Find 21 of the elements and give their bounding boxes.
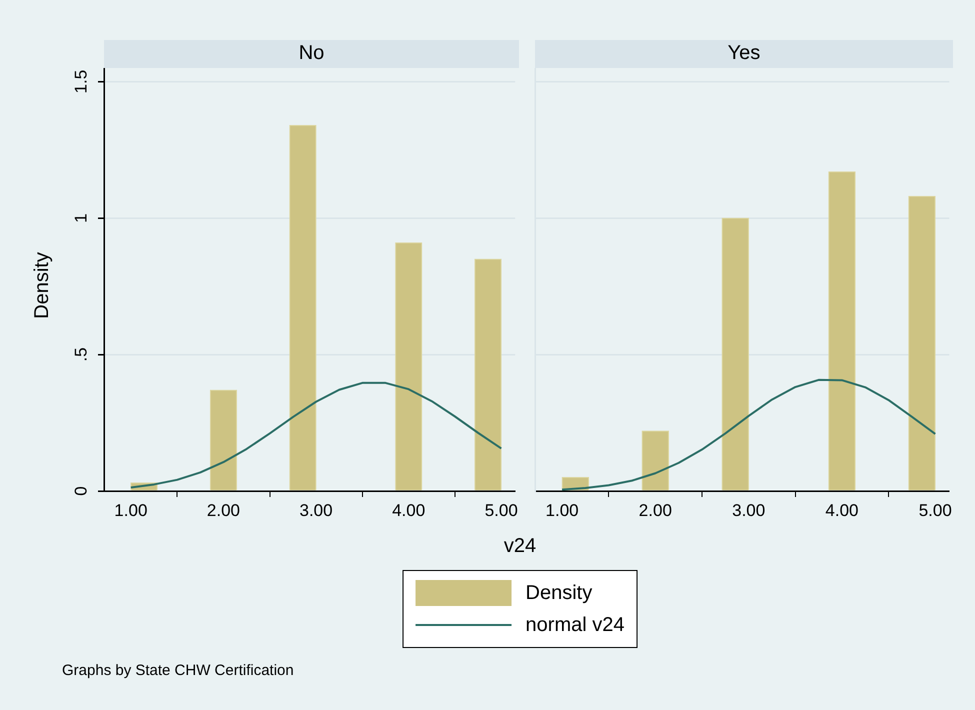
legend-label: Density (526, 582, 592, 604)
y-axis-title: Density (30, 252, 54, 318)
y-tick-label: 0 (72, 486, 91, 496)
x-tick-label: 2.00 (206, 500, 240, 520)
x-tick-label: 1.00 (114, 500, 148, 520)
chart-title: No (104, 40, 519, 68)
x-tick-label: 4.00 (825, 500, 858, 520)
x-tick-label: 3.00 (732, 500, 766, 520)
chart-title: Yes (535, 40, 953, 68)
y-tick-label: 1.5 (72, 70, 91, 94)
x-tick-label: 1.00 (546, 500, 579, 520)
x-axis-title: v24 (504, 535, 536, 558)
y-tick-label: .5 (72, 347, 91, 362)
x-tick-label: 3.00 (300, 500, 333, 520)
text: Graphs by State CHW Certification (62, 662, 294, 679)
x-tick-label: 2.00 (638, 500, 672, 520)
legend-label: normal v24 (526, 614, 624, 636)
x-tick-label: 5.00 (918, 500, 952, 520)
x-tick-label: 4.00 (392, 500, 426, 520)
y-tick-label: 1 (72, 213, 91, 223)
x-tick-label: 5.00 (484, 500, 518, 520)
